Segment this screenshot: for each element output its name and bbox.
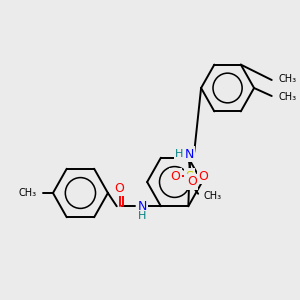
Text: O: O bbox=[187, 175, 197, 188]
Text: O: O bbox=[198, 170, 208, 183]
Text: N: N bbox=[137, 200, 147, 213]
Text: H: H bbox=[138, 211, 146, 221]
Text: CH₃: CH₃ bbox=[203, 191, 221, 201]
Text: O: O bbox=[115, 182, 124, 195]
Text: CH₃: CH₃ bbox=[279, 92, 297, 102]
Text: N: N bbox=[184, 148, 194, 161]
Text: H: H bbox=[175, 149, 184, 159]
Text: CH₃: CH₃ bbox=[18, 188, 36, 198]
Text: S: S bbox=[185, 170, 194, 183]
Text: CH₃: CH₃ bbox=[279, 74, 297, 84]
Text: O: O bbox=[171, 170, 181, 183]
